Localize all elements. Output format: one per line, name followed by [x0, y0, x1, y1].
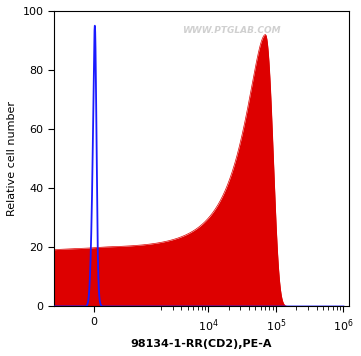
Text: WWW.PTGLAB.COM: WWW.PTGLAB.COM	[182, 26, 280, 35]
X-axis label: 98134-1-RR(CD2),PE-A: 98134-1-RR(CD2),PE-A	[131, 339, 272, 349]
Y-axis label: Relative cell number: Relative cell number	[7, 101, 17, 216]
